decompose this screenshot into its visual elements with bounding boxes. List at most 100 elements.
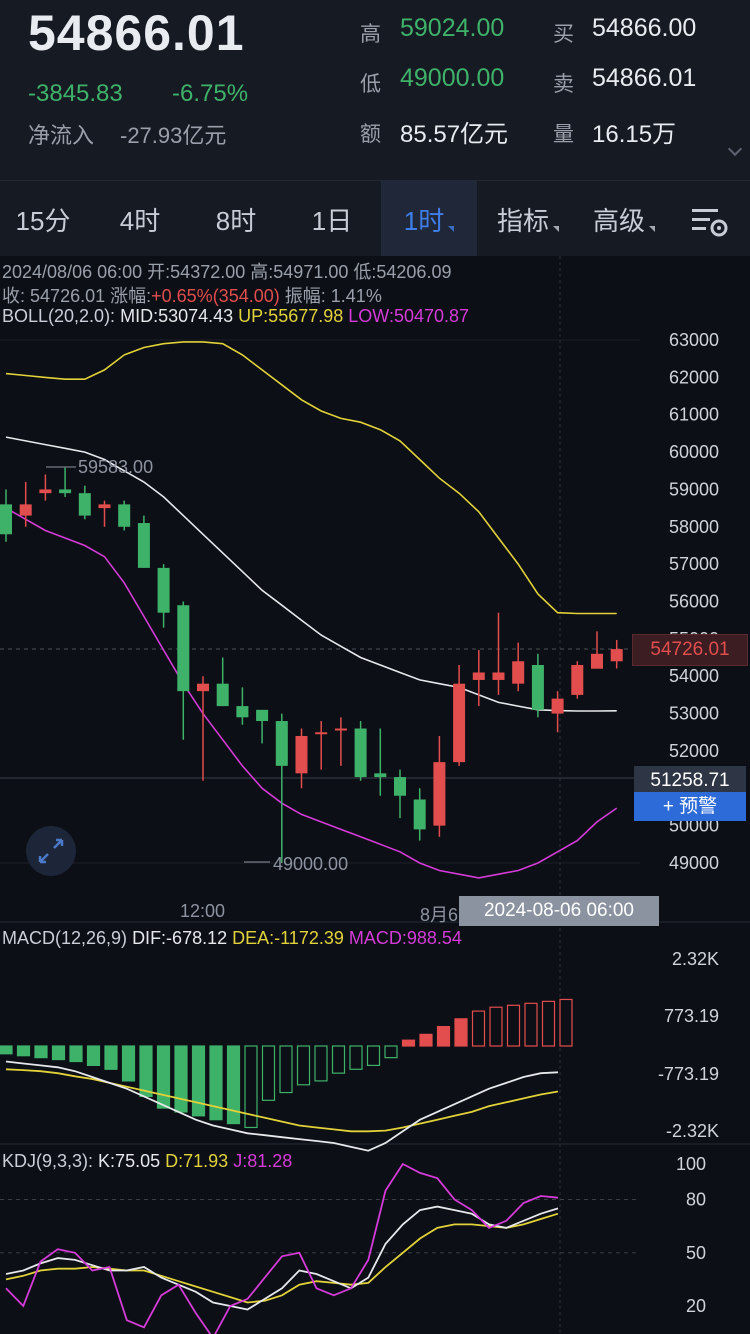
candle-body-22 <box>433 762 446 826</box>
tab-advanced-dropdown-icon <box>649 226 655 232</box>
candle-body-0 <box>0 504 12 535</box>
price-axis-label-3: 60000 <box>669 442 719 462</box>
high-label-info: 高: <box>250 262 274 282</box>
candle-body-27 <box>531 665 544 710</box>
tab-8h[interactable]: 8时 <box>215 206 257 236</box>
candle-body-16 <box>315 732 328 735</box>
time-label-aug6: 8月6 <box>420 905 459 925</box>
macd-bar-22 <box>384 1045 398 1059</box>
tab-1d[interactable]: 1日 <box>311 206 353 236</box>
price-change: -3845.83 <box>28 80 123 107</box>
price-axis-label-11: 52000 <box>669 741 719 761</box>
candle-body-3 <box>59 489 72 494</box>
high-value: 59024.00 <box>400 14 505 42</box>
price-axis-label-7: 56000 <box>669 592 719 612</box>
macd-bar-24 <box>419 1033 433 1047</box>
tab-1h[interactable]: 1时 <box>381 181 477 261</box>
candle-body-18 <box>354 728 367 778</box>
macd-bar-30 <box>524 1002 538 1047</box>
volume-label: 量 <box>553 123 574 146</box>
macd-bar-17 <box>296 1045 311 1086</box>
price-axis-label-2: 61000 <box>669 405 719 425</box>
macd-bar-25 <box>436 1026 451 1047</box>
time-label-12: 12:00 <box>180 901 226 921</box>
candle-body-25 <box>492 672 505 680</box>
tab-15m[interactable]: 15分 <box>15 206 71 236</box>
sell-value: 54866.01 <box>592 64 697 92</box>
low-value: 49000.00 <box>400 64 505 92</box>
macd-bar-6 <box>104 1045 118 1070</box>
candle-body-29 <box>571 665 584 695</box>
tab-indicators-label: 指标 <box>496 206 549 236</box>
kdj-axis-label-2: 50 <box>686 1243 706 1263</box>
tab-indicators[interactable]: 指标 <box>480 181 576 261</box>
candle-body-8 <box>157 567 170 613</box>
current-price-value: 54726.01 <box>650 639 730 660</box>
chart-svg: 59583.00 49000.00 63000 62000 61000 60000 5900… <box>0 256 750 1334</box>
tab-advanced[interactable]: 高级 <box>576 181 672 261</box>
fullscreen-button[interactable] <box>26 826 76 876</box>
macd-bar-7 <box>121 1045 136 1082</box>
kdj-axis-label-3: 20 <box>686 1296 706 1316</box>
expand-corner-icon[interactable] <box>727 141 743 157</box>
price-axis-label-14: 49000 <box>669 853 719 873</box>
macd-bar-13 <box>226 1045 241 1125</box>
macd-bar-1 <box>16 1045 31 1057</box>
macd-bar-12 <box>209 1045 223 1121</box>
tab-advanced-label: 高级 <box>592 206 645 236</box>
candle-body-28 <box>551 698 564 714</box>
amp-label: 振幅: <box>284 286 326 306</box>
boll-label: BOLL(20,2.0): <box>2 306 116 326</box>
current-price-tag: 54726.01 <box>632 634 748 666</box>
candle-body-5 <box>98 504 111 509</box>
price-axis-label-10: 53000 <box>669 704 719 724</box>
macd-bar-32 <box>559 998 573 1047</box>
macd-axis-label-1: 773.19 <box>664 1006 719 1026</box>
quote-header: 54866.01 -3845.83 -6.75% 净流入 -27.93亿元 高 … <box>0 0 750 166</box>
macd-bar-15 <box>261 1045 276 1101</box>
macd-info: MACD(12,26,9) DIF:-678.12 DEA:-1172.39 M… <box>2 928 462 949</box>
macd-bar-18 <box>314 1045 328 1082</box>
boll-mid: MID:53074.43 <box>120 306 234 326</box>
macd-bar-5 <box>86 1045 101 1066</box>
chg-label: 涨幅: <box>110 286 152 306</box>
macd-axis-label-3: -2.32K <box>666 1121 719 1141</box>
macd-bar-9 <box>156 1045 171 1109</box>
kdj-axis-label-1: 80 <box>686 1190 706 1210</box>
alert-button[interactable]: + 预警 <box>634 792 746 821</box>
amount-value: 85.57亿元 <box>400 121 509 148</box>
candle-body-20 <box>394 777 406 796</box>
kdj-k: K:75.05 <box>98 1151 161 1171</box>
macd-dea: DEA:-1172.39 <box>232 928 344 948</box>
buy-value: 54866.00 <box>592 14 697 42</box>
chart-settings-icon[interactable] <box>690 205 730 239</box>
expand-arrows-icon <box>38 838 64 864</box>
low-value-info: 54206.09 <box>376 262 452 282</box>
candle-body-7 <box>137 523 150 568</box>
crosshair-price-tag: 51258.71 <box>634 766 746 795</box>
candle-date: 2024/08/06 06:00 <box>2 262 143 282</box>
macd-dea-line <box>5 1068 559 1133</box>
macd-dif-line <box>5 1060 559 1152</box>
macd-bar-2 <box>34 1045 48 1059</box>
candle-body-2 <box>39 489 52 494</box>
macd-axis-label-2: -773.19 <box>658 1064 719 1084</box>
kdj-k-line <box>5 1205 559 1311</box>
candle-body-30 <box>591 653 603 669</box>
candle-body-13 <box>256 709 269 722</box>
close-label: 收: <box>2 286 26 306</box>
chart-panel[interactable]: 2024/08/06 06:00 开:54372.00 高:54971.00 低… <box>0 256 750 1334</box>
boll-info: BOLL(20,2.0): MID:53074.43 UP:55677.98 L… <box>2 306 469 327</box>
macd-bar-0 <box>0 1045 13 1055</box>
tab-4h[interactable]: 4时 <box>119 206 161 236</box>
price-axis-label-0: 63000 <box>669 330 719 350</box>
tab-1h-label: 1时 <box>403 206 445 236</box>
boll-mid-line <box>5 436 617 712</box>
close-value: 54726.01 <box>30 286 106 306</box>
price-axis-label-4: 59000 <box>669 479 719 499</box>
macd-bar-16 <box>279 1045 293 1094</box>
kdj-label: KDJ(9,3,3): <box>2 1151 94 1171</box>
boll-low-line <box>5 507 618 879</box>
boll-low: LOW:50470.87 <box>348 306 470 326</box>
candle-body-1 <box>19 504 32 516</box>
